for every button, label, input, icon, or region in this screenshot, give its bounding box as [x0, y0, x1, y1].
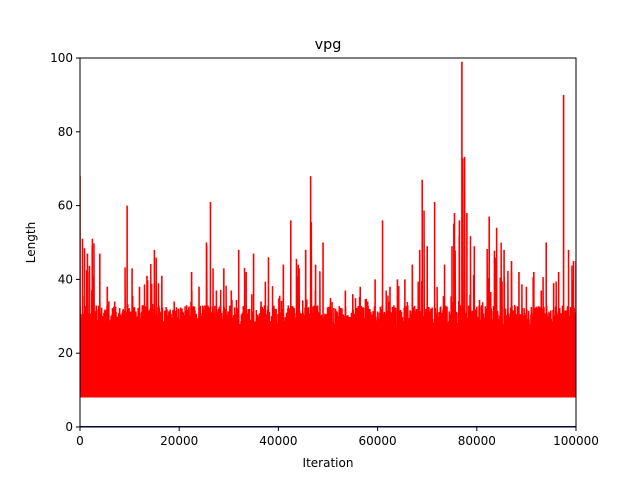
- x-tick-label: 80000: [458, 434, 496, 448]
- series-0-peaks: [80, 61, 576, 398]
- x-tick-label: 100000: [553, 434, 599, 448]
- x-tick-label: 20000: [160, 434, 198, 448]
- chart-title: vpg: [315, 37, 342, 53]
- x-tick-label: 60000: [359, 434, 397, 448]
- x-axis-label: Iteration: [303, 456, 354, 470]
- y-tick-label: 0: [65, 420, 73, 434]
- plot-frame: [79, 57, 577, 428]
- y-tick-label: 100: [50, 51, 73, 65]
- x-tick-label: 0: [76, 434, 84, 448]
- y-tick-label: 60: [58, 199, 73, 213]
- y-tick-label: 40: [58, 272, 73, 286]
- series-layer: [80, 61, 576, 427]
- x-axis: 0 20000 40000 60000 80000 100000: [76, 427, 599, 448]
- y-axis: 0 20 40 60 80 100: [50, 51, 80, 434]
- y-axis-label: Length: [24, 222, 38, 263]
- y-tick-label: 20: [58, 346, 73, 360]
- y-tick-label: 80: [58, 125, 73, 139]
- x-tick-label: 40000: [259, 434, 297, 448]
